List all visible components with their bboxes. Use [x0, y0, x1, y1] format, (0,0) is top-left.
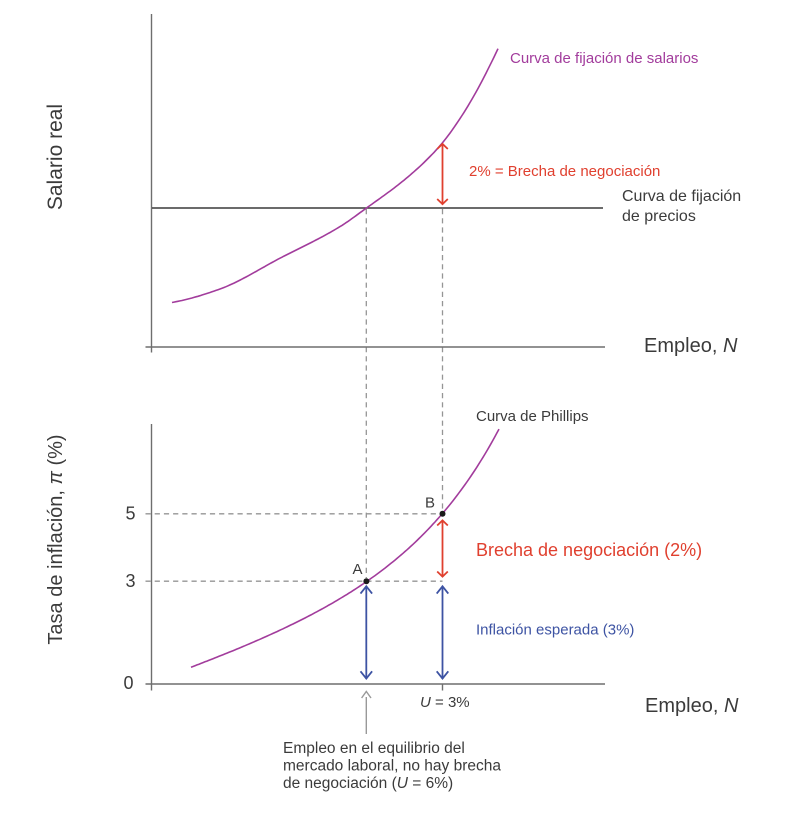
svg-text:Brecha de negociación (2%): Brecha de negociación (2%) — [476, 540, 702, 560]
svg-text:Tasa de inflación, π (%): Tasa de inflación, π (%) — [45, 434, 67, 644]
svg-text:0: 0 — [123, 673, 133, 693]
svg-text:B: B — [425, 495, 435, 512]
svg-text:Empleo, N: Empleo, N — [644, 335, 738, 357]
svg-text:de precios: de precios — [622, 208, 696, 225]
svg-text:de negociación (U = 6%): de negociación (U = 6%) — [283, 775, 453, 792]
svg-text:Curva de fijación de salarios: Curva de fijación de salarios — [510, 50, 698, 67]
svg-text:2% = Brecha de negociación: 2% = Brecha de negociación — [469, 163, 660, 180]
svg-text:Salario real: Salario real — [44, 104, 67, 210]
svg-text:5: 5 — [125, 504, 135, 524]
svg-text:U = 3%: U = 3% — [420, 694, 470, 711]
svg-text:Curva de fijación: Curva de fijación — [622, 188, 741, 205]
svg-text:Curva de Phillips: Curva de Phillips — [476, 408, 589, 425]
svg-text:Inflación esperada (3%): Inflación esperada (3%) — [476, 622, 634, 639]
svg-text:Empleo, N: Empleo, N — [645, 695, 739, 717]
svg-text:A: A — [353, 561, 363, 578]
svg-text:mercado laboral, no hay brecha: mercado laboral, no hay brecha — [283, 758, 501, 775]
svg-text:3: 3 — [125, 571, 135, 591]
svg-text:Empleo en el equilibrio del: Empleo en el equilibrio del — [283, 740, 465, 757]
